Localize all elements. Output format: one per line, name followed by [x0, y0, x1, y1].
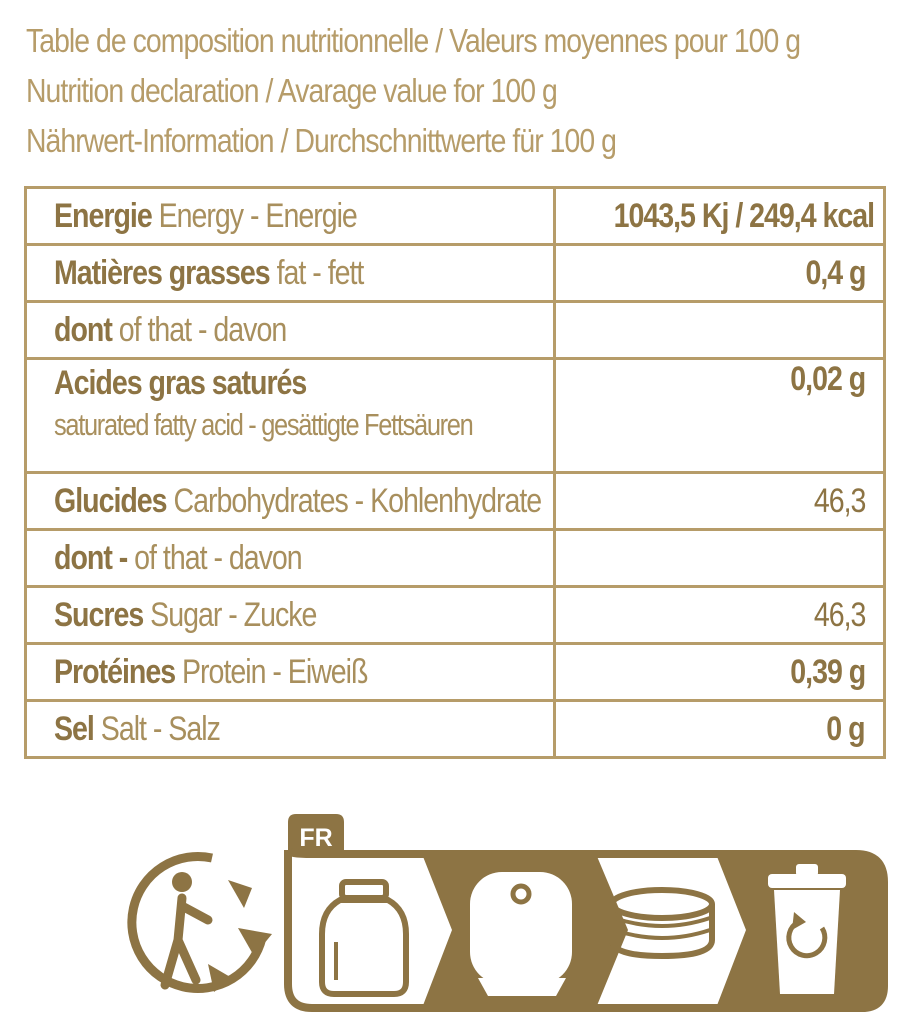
heading-fr: Table de composition nutritionnelle / Va… — [26, 22, 801, 59]
nutrient-name-fr: Glucides — [54, 481, 168, 520]
nutrient-value-cell: 46,3 — [553, 471, 886, 531]
nutrient-name-translation: Protein - Eiweiß — [175, 652, 368, 691]
nutrient-name-fr: Matières grasses — [54, 253, 271, 292]
nutrient-name-fr: dont - — [54, 538, 128, 577]
nutrient-value-cell: 0,02 g — [553, 357, 886, 474]
nutrient-value-cell: 0,4 g — [553, 243, 886, 303]
glass-bin-icon — [470, 872, 572, 996]
nutrient-name-fr: Protéines — [54, 652, 176, 691]
nutrient-name-subline: saturated fatty acid - gesättigte Fettsä… — [54, 407, 474, 442]
nutrient-name-translation: Salt - Salz — [93, 709, 221, 748]
table-row: dont - of that - davon — [24, 528, 886, 588]
nutrient-value: 0,4 g — [804, 253, 866, 292]
table-row: Acides gras saturés saturated fatty acid… — [24, 357, 886, 474]
nutrient-name-fr: Sel — [54, 709, 95, 748]
nutrient-name-fr: Energie — [54, 196, 153, 235]
nutrient-value-cell — [553, 528, 886, 588]
heading-de: Nährwert-Information / Durchschnittwerte… — [26, 122, 617, 159]
nutrient-value: 1043,5 Kj / 249,4 kcal — [613, 196, 875, 235]
nutrient-value-cell: 0,39 g — [553, 642, 886, 702]
nutrient-value-cell: 0 g — [553, 699, 886, 759]
table-row: Matières grasses fat - fett 0,4 g — [24, 243, 886, 303]
table-row: dont of that - davon — [24, 300, 886, 360]
nutrient-name-cell: Sucres Sugar - Zucke — [24, 585, 556, 645]
table-row: Protéines Protein - Eiweiß 0,39 g — [24, 642, 886, 702]
nutrient-name-cell: dont - of that - davon — [24, 528, 556, 588]
nutrient-name-translation: Sugar - Zucke — [143, 595, 317, 634]
recycling-bin-icon — [768, 864, 846, 994]
nutrition-headings: Table de composition nutritionnelle / Va… — [26, 16, 886, 166]
nutrient-name-cell: Sel Salt - Salz — [24, 699, 556, 759]
heading-en: Nutrition declaration / Avarage value fo… — [26, 72, 558, 109]
nutrient-name-translation: Energy - Energie — [151, 196, 358, 235]
country-code-label: FR — [299, 824, 332, 852]
nutrition-table: Energie Energy - Energie 1043,5 Kj / 249… — [24, 186, 886, 759]
nutrient-name-cell: Glucides Carbohydrates - Kohlenhydrate — [24, 471, 556, 531]
nutrient-value-cell — [553, 300, 886, 360]
jar-lid-icon — [609, 887, 715, 960]
tidyman-icon — [127, 851, 272, 993]
glass-jar-icon — [319, 879, 409, 997]
table-row: Sucres Sugar - Zucke 46,3 — [24, 585, 886, 645]
nutrient-name-translation: of that - davon — [111, 310, 287, 349]
nutrient-name-fr: dont — [54, 310, 113, 349]
nutrient-name-translation: fat - fett — [269, 253, 365, 292]
table-row: Sel Salt - Salz 0 g — [24, 699, 886, 759]
nutrient-value-cell: 46,3 — [553, 585, 886, 645]
nutrient-value: 46,3 — [813, 481, 866, 520]
nutrient-name-fr: Sucres — [54, 595, 144, 634]
fr-tab — [288, 814, 344, 855]
nutrient-value: 0 g — [826, 709, 866, 748]
nutrient-name-fr: Acides gras saturés — [54, 364, 307, 402]
nutrient-value: 46,3 — [813, 595, 866, 634]
nutrient-value: 0,02 g — [790, 360, 866, 399]
nutrient-name-cell: Energie Energy - Energie — [24, 186, 556, 246]
nutrient-name-cell: dont of that - davon — [24, 300, 556, 360]
table-row: Energie Energy - Energie 1043,5 Kj / 249… — [24, 186, 886, 246]
table-row: Glucides Carbohydrates - Kohlenhydrate 4… — [24, 471, 886, 531]
nutrient-value-cell: 1043,5 Kj / 249,4 kcal — [553, 186, 886, 246]
nutrient-name-translation: Carbohydrates - Kohlenhydrate — [166, 481, 542, 520]
nutrient-name-translation: of that - davon — [127, 538, 302, 577]
nutrient-name-cell: Matières grasses fat - fett — [24, 243, 556, 303]
nutrient-name-cell: Protéines Protein - Eiweiß — [24, 642, 556, 702]
nutrient-name-cell: Acides gras saturés saturated fatty acid… — [24, 357, 556, 474]
recycling-info-banner: FR — [127, 814, 888, 1012]
nutrient-value: 0,39 g — [790, 652, 866, 691]
